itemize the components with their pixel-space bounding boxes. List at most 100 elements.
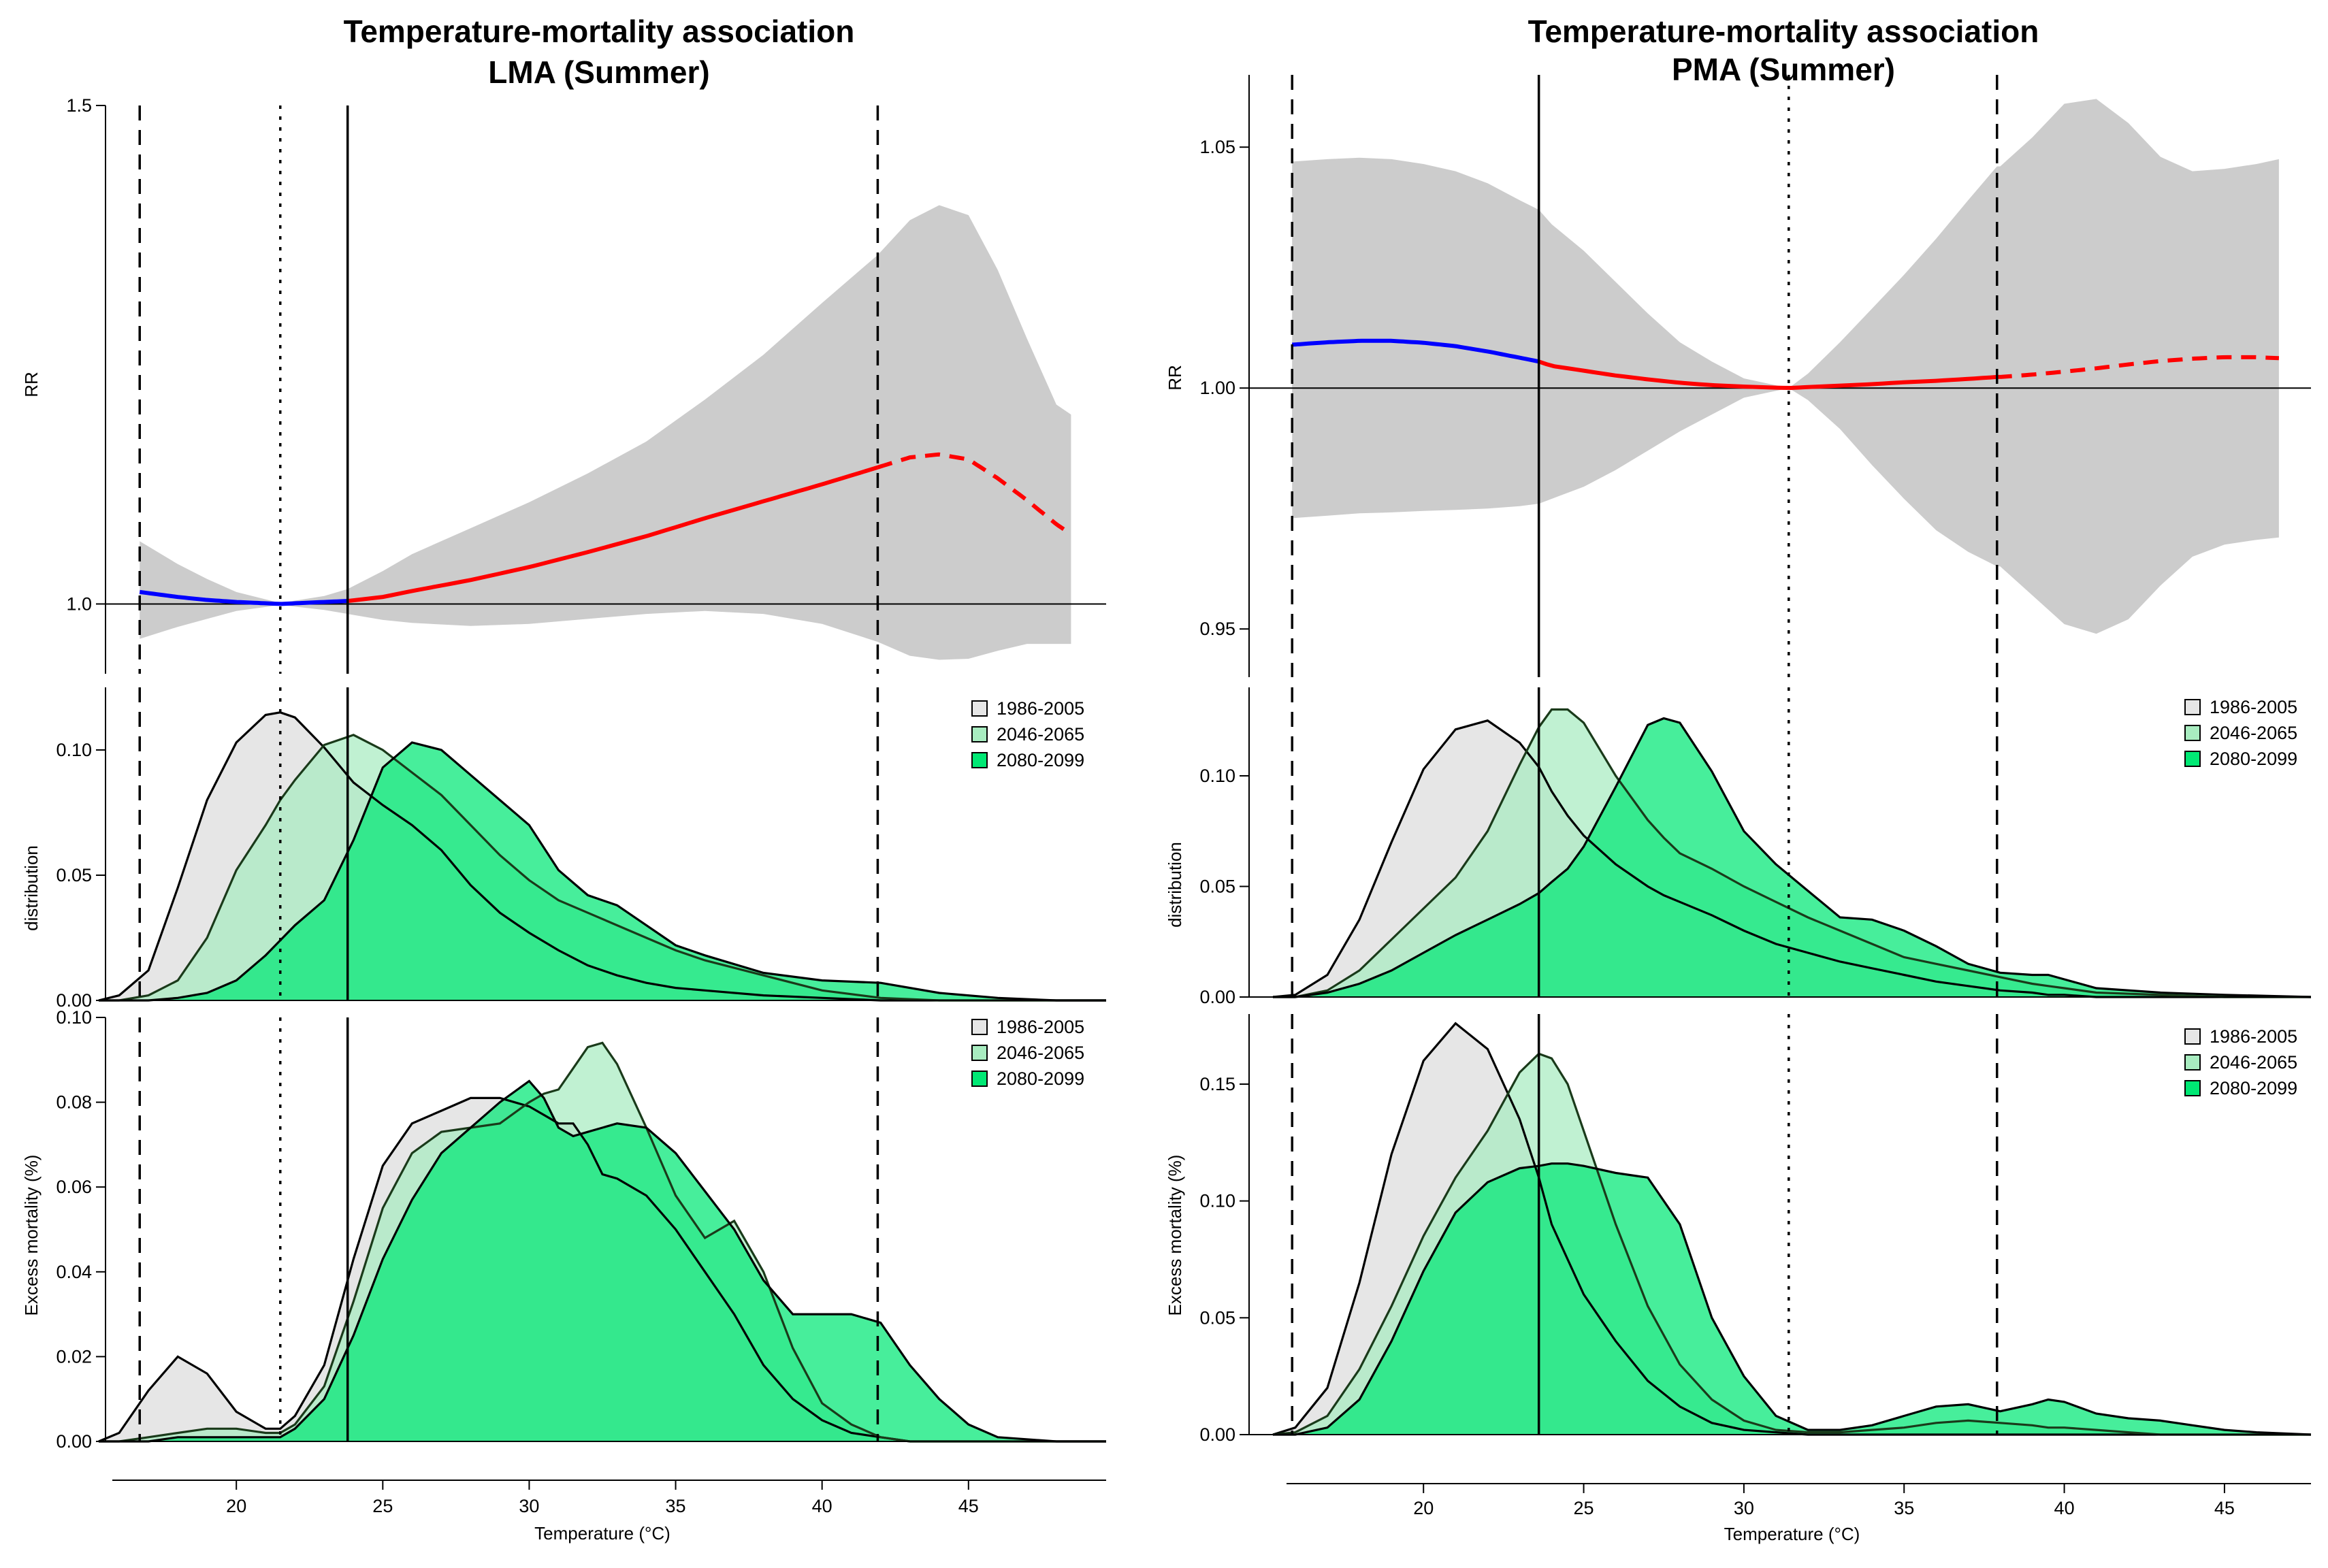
legend-label: 1986-2005 <box>2210 1026 2297 1047</box>
distribution-y-tick-label: 0.10 <box>1199 766 1235 786</box>
excess-y-tick-label: 0.00 <box>56 1431 92 1452</box>
excess-y-label: Excess mortality (%) <box>1165 1155 1185 1316</box>
chart-subtitle: PMA (Summer) <box>1672 52 1895 87</box>
excess-panel: 0.00 0.02 0.04 0.06 0.08 0.10 Excess mortality… <box>21 1007 1106 1452</box>
legend-label: 2046-2065 <box>2210 1052 2297 1073</box>
rr-y-tick-label: 1.0 <box>66 593 92 614</box>
x-tick-label: 25 <box>1574 1498 1594 1518</box>
excess-panel: 0.00 0.05 0.10 0.15 Excess mortality (%) 1986… <box>1165 1014 2312 1445</box>
legend-swatch-2046-2065 <box>971 1045 988 1061</box>
excess-y-tick-label: 0.08 <box>56 1092 92 1113</box>
x-tick-label: 25 <box>372 1496 393 1516</box>
excess-y-tick-label: 0.04 <box>56 1262 92 1282</box>
legend-swatch-2080-2099 <box>971 752 988 768</box>
excess-line-1986-2005 <box>98 1096 1106 1443</box>
excess-y-tick-label: 0.05 <box>1199 1307 1235 1328</box>
chart-subtitle: LMA (Summer) <box>488 54 709 90</box>
rr-curve-cold <box>139 589 348 606</box>
x-tick-label: 40 <box>812 1496 832 1516</box>
x-tick-label: 20 <box>1413 1498 1434 1518</box>
distribution-legend: 1986-2005 2046-2065 2080-2099 <box>2184 697 2297 769</box>
distribution-line-2080-2099 <box>1273 717 2312 998</box>
rr-y-tick-label: 0.95 <box>1199 619 1235 639</box>
legend-swatch-2080-2099 <box>2184 751 2201 767</box>
distribution-y-label: distribution <box>21 845 42 931</box>
distribution-y-tick-label: 0.05 <box>56 865 92 885</box>
excess-y-tick-label: 0.10 <box>1199 1191 1235 1211</box>
x-axis: 20 25 30 35 40 45 Temperature (°C) <box>1287 1483 2311 1544</box>
legend-swatch-2080-2099 <box>971 1071 988 1087</box>
legend-label: 2080-2099 <box>2210 1078 2297 1098</box>
chart-title: Temperature-mortality association <box>344 14 855 49</box>
chart-title: Temperature-mortality association <box>1528 14 2039 49</box>
x-tick-label: 20 <box>226 1496 246 1516</box>
x-axis-label: Temperature (°C) <box>534 1523 670 1544</box>
legend-label: 2046-2065 <box>997 724 1084 745</box>
legend-swatch-1986-2005 <box>2184 1028 2201 1045</box>
legend-label: 2080-2099 <box>997 750 1084 770</box>
x-tick-label: 45 <box>2214 1498 2235 1518</box>
rr-y-label: RR <box>21 372 42 397</box>
x-axis: 20 25 30 35 40 45 Temperature (°C) <box>112 1480 1106 1544</box>
reference-lines <box>1291 75 1999 1435</box>
reference-lines <box>138 105 879 1441</box>
distribution-y-tick-label: 0.00 <box>1199 987 1235 1007</box>
legend-label: 2046-2065 <box>2210 723 2297 743</box>
excess-line-2046-2065 <box>99 1041 1106 1443</box>
distribution-line-2080-2099 <box>99 741 1106 1002</box>
rr-y-label: RR <box>1165 365 1185 391</box>
legend-swatch-1986-2005 <box>971 1019 988 1035</box>
excess-legend: 1986-2005 2046-2065 2080-2099 <box>971 1017 1084 1089</box>
legend-label: 2080-2099 <box>997 1068 1084 1089</box>
excess-area-2080-2099 <box>1273 1163 2311 1435</box>
rr-confidence-band <box>140 205 1071 660</box>
distribution-line-2046-2065 <box>1273 708 2311 998</box>
lma-figure: Temperature-mortality association LMA (Su… <box>21 14 1106 1544</box>
excess-y-tick-label: 0.10 <box>56 1007 92 1028</box>
x-tick-label: 35 <box>666 1496 686 1516</box>
rr-curve-cold <box>1292 338 1540 364</box>
x-tick-label: 45 <box>958 1496 979 1516</box>
legend-label: 2080-2099 <box>2210 749 2297 769</box>
excess-line-2080-2099 <box>1273 1162 2312 1436</box>
legend-swatch-1986-2005 <box>2184 699 2201 715</box>
x-axis-label: Temperature (°C) <box>1724 1524 1860 1544</box>
distribution-line-1986-2005 <box>98 711 1106 1002</box>
excess-y-tick-label: 0.06 <box>56 1177 92 1197</box>
legend-swatch-2046-2065 <box>971 726 988 742</box>
rr-panel: 1.0 1.5 RR <box>21 95 1106 674</box>
x-tick-label: 35 <box>1894 1498 1914 1518</box>
distribution-line-2046-2065 <box>99 734 1106 1002</box>
rr-curve-heat <box>347 465 879 604</box>
excess-y-label: Excess mortality (%) <box>21 1155 42 1316</box>
distribution-line-1986-2005 <box>1272 719 2311 998</box>
rr-curve-heat <box>1538 359 1997 391</box>
excess-y-tick-label: 0.02 <box>56 1346 92 1367</box>
distribution-panel: 0.00 0.05 0.10 distribution 1986-2005 2046-20… <box>1165 687 2312 1007</box>
excess-line-2046-2065 <box>1272 1052 2311 1436</box>
distribution-y-tick-label: 0.05 <box>1199 877 1235 897</box>
distribution-panel: 0.00 0.05 0.10 distribution 1986-2005 2046-20… <box>21 687 1106 1011</box>
excess-y-tick-label: 0.15 <box>1199 1074 1235 1094</box>
legend-label: 1986-2005 <box>997 698 1084 719</box>
distribution-area-2080-2099 <box>1273 718 2311 997</box>
distribution-y-tick-label: 0.10 <box>56 740 92 760</box>
legend-swatch-2080-2099 <box>2184 1080 2201 1096</box>
rr-y-tick-label: 1.00 <box>1199 378 1235 398</box>
rr-y-tick-label: 1.5 <box>66 95 92 116</box>
excess-legend: 1986-2005 2046-2065 2080-2099 <box>2184 1026 2297 1098</box>
x-tick-label: 40 <box>2054 1498 2075 1518</box>
x-tick-label: 30 <box>519 1496 539 1516</box>
rr-curve-heat-extrapolated <box>877 452 1073 536</box>
legend-swatch-1986-2005 <box>971 700 988 717</box>
rr-y-tick-label: 1.05 <box>1199 137 1235 157</box>
distribution-y-label: distribution <box>1165 842 1185 928</box>
x-tick-label: 30 <box>1734 1498 1754 1518</box>
legend-swatch-2046-2065 <box>2184 1054 2201 1071</box>
legend-swatch-2046-2065 <box>2184 725 2201 741</box>
distribution-y-tick-label: 0.00 <box>56 990 92 1011</box>
distribution-legend: 1986-2005 2046-2065 2080-2099 <box>971 698 1084 770</box>
legend-label: 2046-2065 <box>997 1043 1084 1063</box>
